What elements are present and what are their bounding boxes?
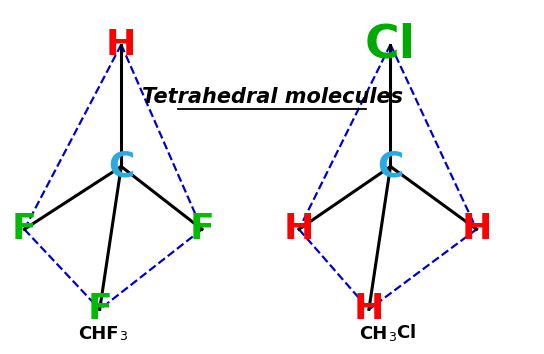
Text: H: H [354,292,384,326]
Text: $_3$: $_3$ [119,325,128,343]
Text: F: F [190,212,214,246]
Text: H: H [461,212,492,246]
Text: H: H [106,28,137,62]
Text: $_3$Cl: $_3$Cl [388,321,416,343]
Text: C: C [108,149,134,183]
Text: H: H [284,212,314,246]
Text: Cl: Cl [365,22,416,67]
Text: F: F [12,212,36,246]
Text: CHF: CHF [78,325,119,343]
Text: F: F [88,292,112,326]
Text: C: C [378,149,404,183]
Text: Tetrahedral molecules: Tetrahedral molecules [141,87,403,107]
Text: CH: CH [360,325,388,343]
